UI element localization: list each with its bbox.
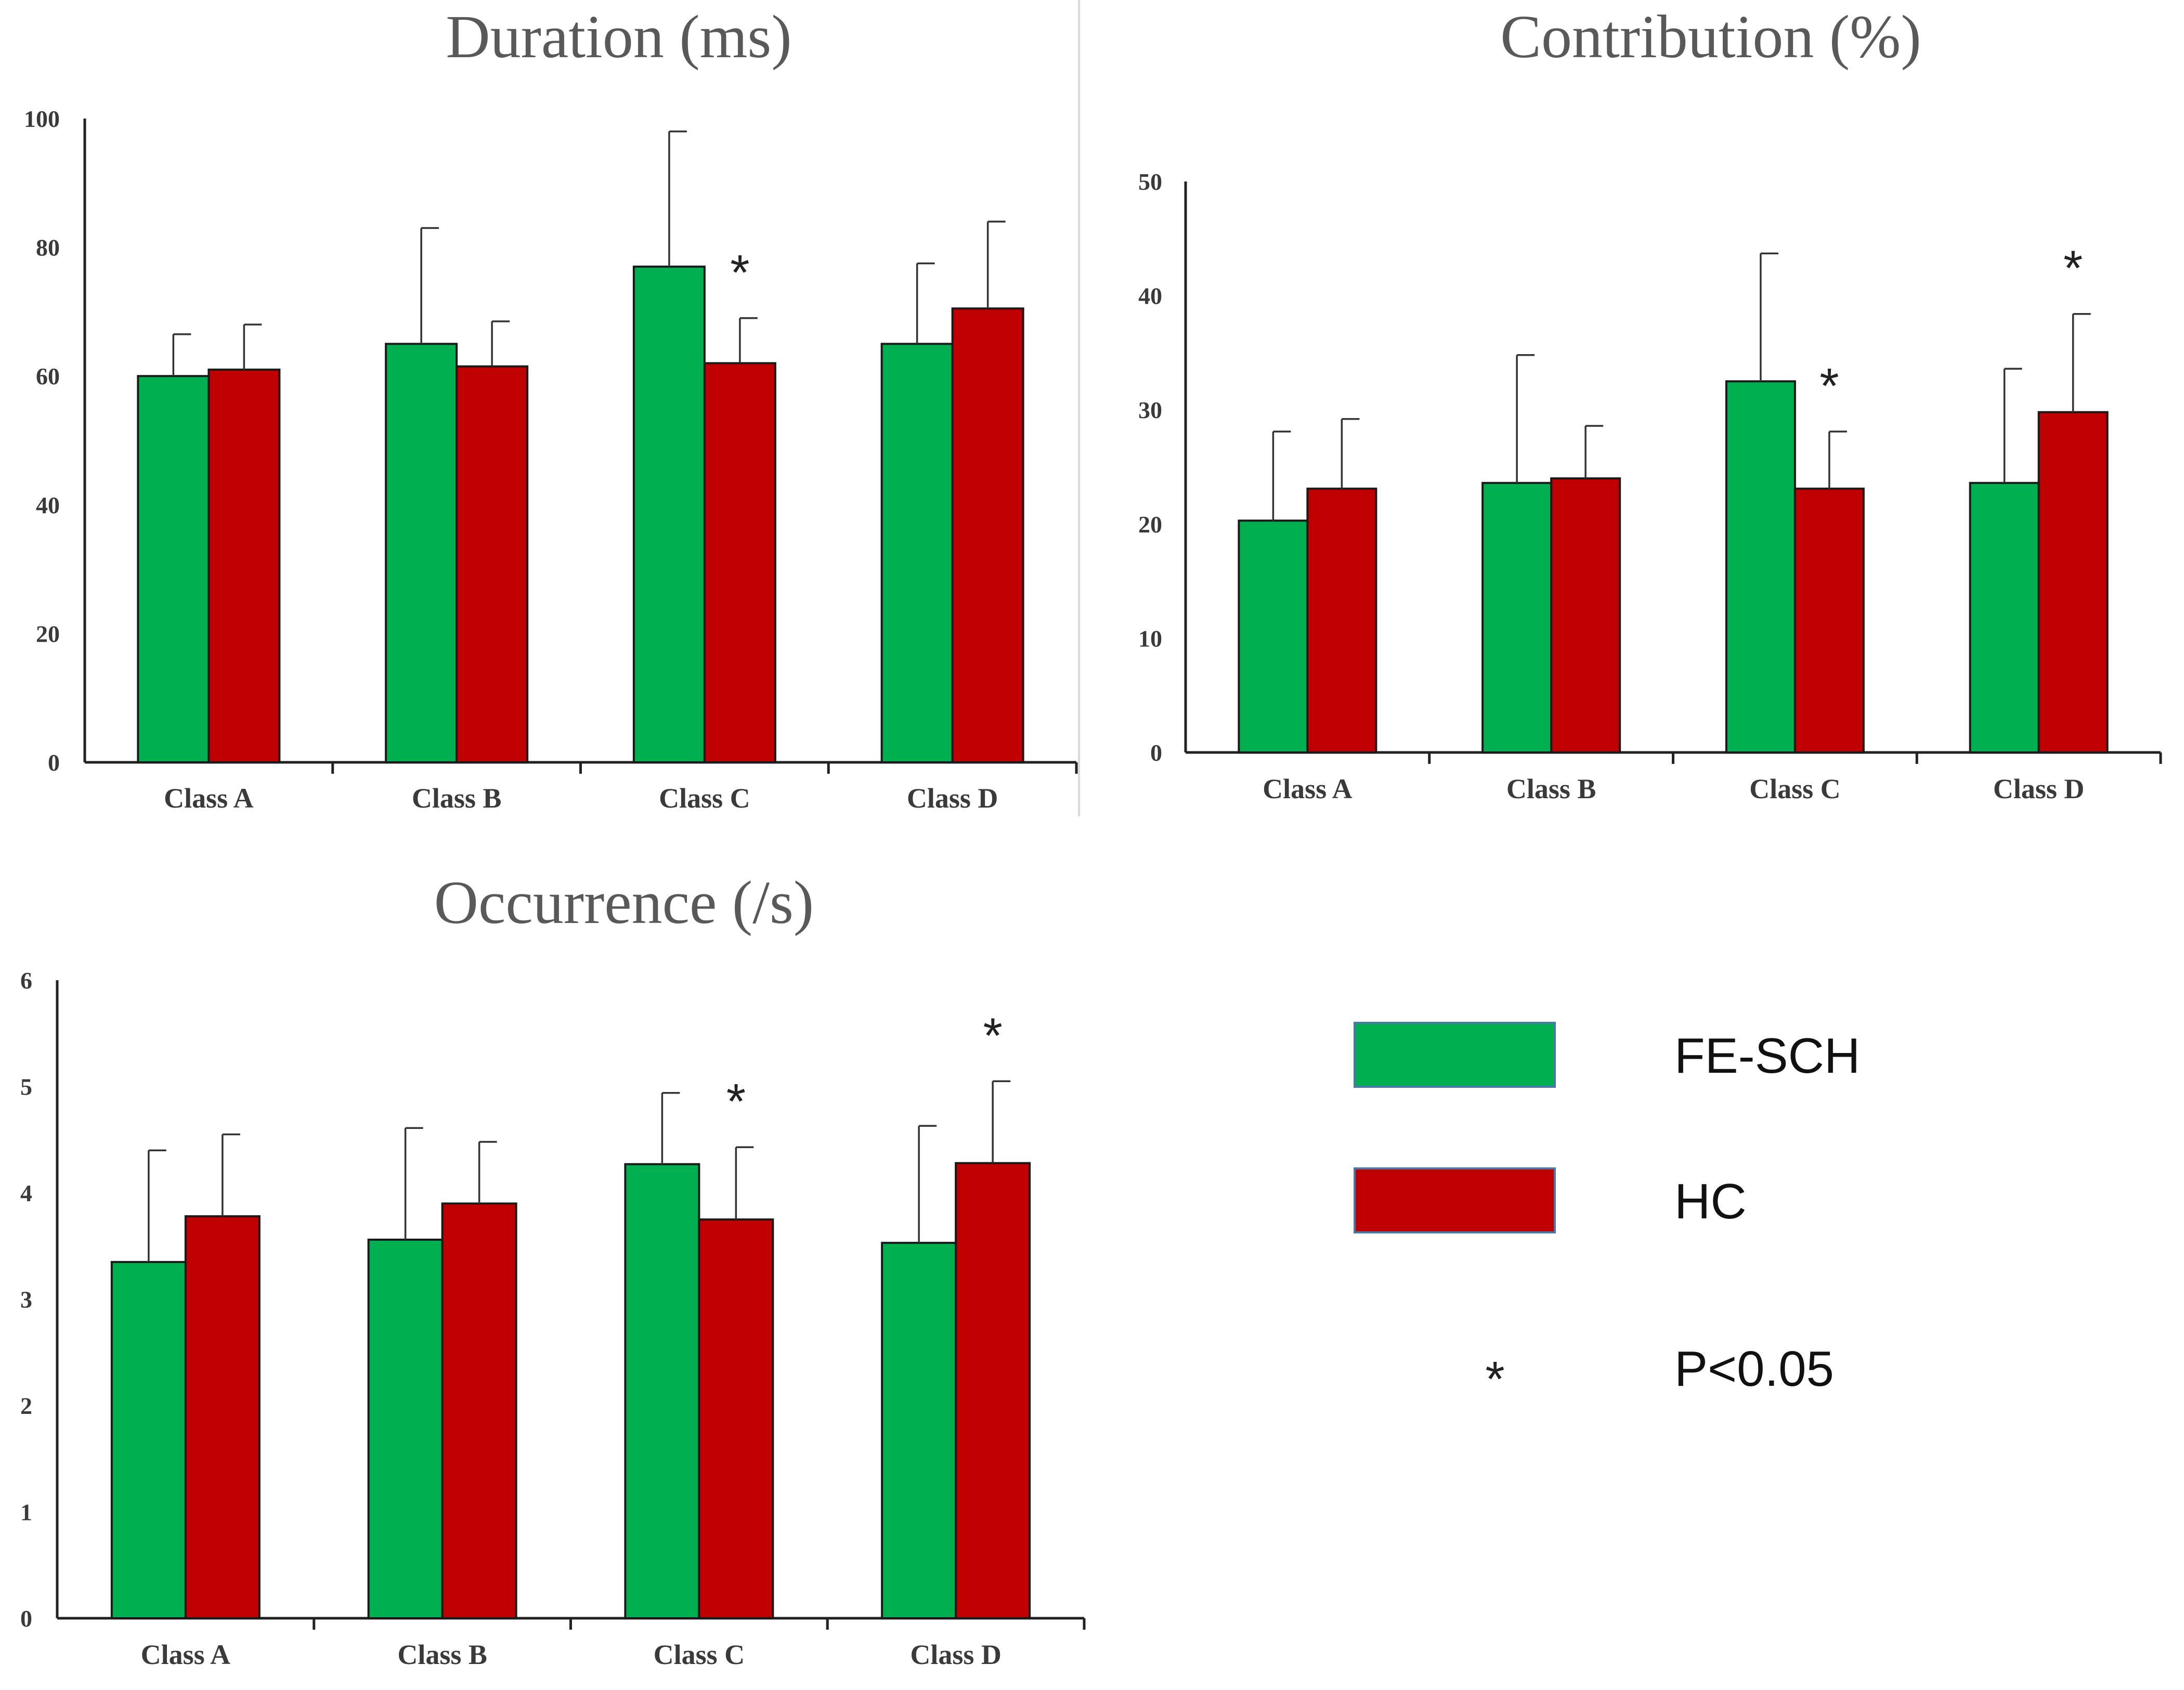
contribution-category-label: Class C xyxy=(1749,773,1841,804)
duration-title: Duration (ms) xyxy=(446,3,791,71)
duration-y-tick-label: 40 xyxy=(36,492,60,518)
contribution-y-tick-label: 50 xyxy=(1138,168,1162,195)
contribution-bar-hc xyxy=(1306,487,1377,753)
occurrence-y-tick-label: 6 xyxy=(20,967,32,994)
contribution-bar-fe-sch xyxy=(1725,380,1796,753)
occurrence-bar-fe-sch xyxy=(624,1163,700,1619)
duration-y-tick-label: 100 xyxy=(24,106,60,132)
occurrence-significance-marker: * xyxy=(726,1074,746,1129)
contribution-y-tick-label: 20 xyxy=(1138,511,1162,538)
contribution-category-label: Class B xyxy=(1506,773,1596,804)
occurrence-category-label: Class B xyxy=(397,1639,487,1670)
duration-bar-fe-sch xyxy=(137,375,210,763)
duration-bar-hc xyxy=(207,368,281,763)
occurrence-chart: Occurrence (/s) 0 1 2 3 4 5 6 Class A Class B Clas… xyxy=(20,868,1086,1670)
occurrence-bar-hc xyxy=(184,1215,261,1619)
contribution-bar-fe-sch xyxy=(1969,482,2040,753)
duration-category-label: Class D xyxy=(907,783,998,814)
occurrence-category-label: Class D xyxy=(910,1639,1002,1670)
duration-bar-hc xyxy=(951,307,1024,763)
occurrence-category-label: Class A xyxy=(141,1639,231,1670)
occurrence-bar-hc xyxy=(441,1202,517,1619)
occurrence-title: Occurrence (/s) xyxy=(434,868,814,937)
duration-category-label: Class A xyxy=(164,783,254,814)
occurrence-y-tick-label: 2 xyxy=(20,1393,32,1419)
duration-chart: Duration (ms) 0 20 40 60 80 100 Class A Class B C… xyxy=(24,3,1078,814)
legend-significance-symbol: * xyxy=(1485,1351,1504,1407)
occurrence-bar-fe-sch xyxy=(367,1238,444,1619)
duration-bar-fe-sch xyxy=(385,343,458,763)
occurrence-bar-fe-sch xyxy=(881,1242,957,1619)
duration-bar-hc xyxy=(703,362,776,763)
occurrence-bar-hc xyxy=(698,1218,774,1619)
contribution-bar-hc xyxy=(1793,487,1865,753)
contribution-y-tick-label: 0 xyxy=(1150,739,1162,766)
occurrence-y-tick-label: 5 xyxy=(20,1074,32,1100)
contribution-significance-marker: * xyxy=(2063,241,2083,296)
duration-category-label: Class C xyxy=(659,783,750,814)
occurrence-category-label: Class C xyxy=(654,1639,745,1670)
occurrence-y-tick-label: 1 xyxy=(20,1499,32,1526)
duration-y-tick-label: 80 xyxy=(36,235,60,261)
contribution-y-tick-label: 30 xyxy=(1138,397,1162,423)
legend-swatch-hc xyxy=(1354,1167,1556,1233)
occurrence-significance-marker: * xyxy=(983,1008,1002,1063)
duration-y-tick-label: 20 xyxy=(36,620,60,647)
contribution-bar-fe-sch xyxy=(1238,519,1309,753)
occurrence-y-tick-label: 0 xyxy=(20,1605,32,1632)
contribution-bar-hc xyxy=(2037,411,2109,753)
occurrence-bar-hc xyxy=(955,1162,1031,1619)
contribution-y-tick-label: 10 xyxy=(1138,625,1162,652)
duration-bar-hc xyxy=(456,365,529,763)
legend-label-fe-sch: FE-SCH xyxy=(1674,1028,1860,1084)
occurrence-y-tick-label: 3 xyxy=(20,1286,32,1313)
occurrence-y-tick-label: 4 xyxy=(20,1180,32,1206)
duration-y-tick-label: 60 xyxy=(36,363,60,389)
legend-swatch-fe-sch xyxy=(1354,1022,1556,1088)
contribution-bar-fe-sch xyxy=(1481,482,1553,753)
duration-significance-marker: * xyxy=(730,245,749,301)
contribution-title: Contribution (%) xyxy=(1500,3,1921,71)
legend: FE-SCH HC * P<0.05 xyxy=(1354,1022,1860,1407)
legend-label-hc: HC xyxy=(1674,1174,1747,1229)
duration-bar-fe-sch xyxy=(632,265,706,763)
duration-category-label: Class B xyxy=(412,783,502,814)
contribution-category-label: Class A xyxy=(1263,773,1353,804)
contribution-chart: Contribution (%) 0 10 20 30 40 50 Class A Class … xyxy=(1138,3,2162,804)
legend-significance-label: P<0.05 xyxy=(1674,1341,1834,1397)
occurrence-bar-fe-sch xyxy=(110,1260,187,1620)
contribution-significance-marker: * xyxy=(1819,358,1839,414)
contribution-y-tick-label: 40 xyxy=(1138,283,1162,309)
contribution-bar-hc xyxy=(1550,477,1621,753)
contribution-category-label: Class D xyxy=(1993,773,2085,804)
duration-y-tick-label: 0 xyxy=(48,749,60,776)
duration-bar-fe-sch xyxy=(880,343,954,763)
